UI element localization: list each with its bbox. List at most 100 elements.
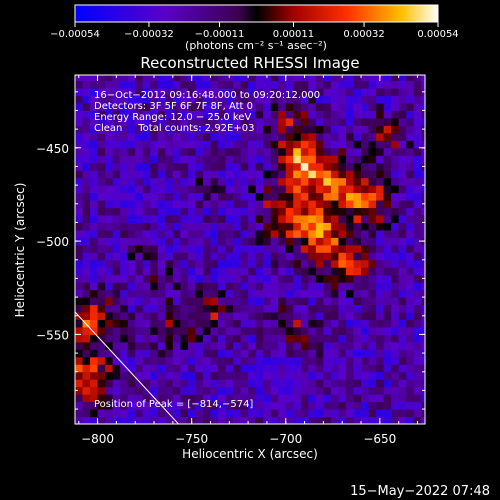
heatmap-cell [391,371,400,380]
heatmap-cell [187,386,196,395]
heatmap-cell [293,75,302,82]
heatmap-cell [172,185,181,194]
heatmap-cell [406,125,415,134]
heatmap-cell [90,185,99,194]
heatmap-cell [218,289,227,298]
heatmap-cell [361,125,370,134]
heatmap-cell [97,102,106,111]
heatmap-cell [376,214,385,223]
heatmap-cell [278,125,287,134]
heatmap-cell [240,155,249,164]
heatmap-cell [383,95,392,104]
heatmap-cell [97,88,106,97]
heatmap-cell [82,364,91,373]
heatmap-cell [248,207,257,216]
heatmap-cell [157,416,166,424]
heatmap-cell [210,170,219,179]
heatmap-cell [383,214,392,223]
heatmap-cell [150,386,159,395]
heatmap-cell [391,140,400,149]
heatmap-cell [361,274,370,283]
heatmap-cell [391,289,400,298]
heatmap-cell [413,75,422,82]
heatmap-cell [368,416,377,424]
heatmap-cell [240,200,249,209]
heatmap-cell [195,341,204,350]
heatmap-cell [195,304,204,313]
heatmap-cell [240,214,249,223]
heatmap-cell [270,349,279,358]
heatmap-cell [150,102,159,111]
heatmap-cell [338,252,347,261]
heatmap-cell [187,170,196,179]
heatmap-cell [90,304,99,313]
heatmap-cell [308,341,317,350]
heatmap-cell [75,162,84,171]
heatmap-cell [248,319,257,328]
heatmap-cell [127,312,136,320]
heatmap-cell [255,117,264,126]
heatmap-cell [225,416,234,424]
heatmap-cell [142,192,151,201]
heatmap-cell [82,289,91,298]
heatmap-cell [353,304,362,313]
heatmap-cell [278,207,287,216]
heatmap-cell [187,147,196,156]
heatmap-cell [142,386,151,395]
heatmap-cell [187,304,196,313]
heatmap-cell [142,371,151,380]
heatmap-cell [135,162,144,171]
heatmap-cell [300,132,309,141]
heatmap-cell [248,304,257,313]
heatmap-cell [368,267,377,276]
heatmap-cell [172,229,181,238]
colorbar-tick-label: −0.00054 [50,29,100,40]
heatmap-cell [345,416,354,424]
heatmap-cell [391,379,400,388]
heatmap-cell [180,282,189,291]
heatmap-cell [361,304,370,313]
heatmap-cell [75,394,84,403]
heatmap-cell [368,185,377,194]
heatmap-cell [202,117,211,126]
heatmap-cell [135,88,144,97]
heatmap-cell [353,95,362,104]
heatmap-cell [157,192,166,201]
heatmap-cell [127,147,136,156]
heatmap-cell [142,207,151,216]
heatmap-cell [345,409,354,418]
annotation-block: 16−Oct−2012 09:16:48.000 to 09:20:12.000… [94,90,320,134]
heatmap-cell [195,147,204,156]
heatmap-cell [172,200,181,209]
heatmap-cell [135,229,144,238]
heatmap-cell [383,185,392,194]
heatmap-cell [135,222,144,231]
heatmap-cell [263,341,272,350]
heatmap-cell [187,356,196,365]
heatmap-cell [308,185,317,194]
heatmap-cell [330,349,339,358]
heatmap-cell [330,371,339,380]
heatmap-cell [345,117,354,126]
heatmap-cell [180,401,189,410]
heatmap-cell [285,117,294,126]
heatmap-cell [233,207,242,216]
heatmap-cell [75,200,84,209]
heatmap-cell [90,416,99,424]
heatmap-cell [248,177,257,186]
heatmap-cell [345,356,354,365]
heatmap-cell [150,259,159,268]
heatmap-cell [263,259,272,268]
heatmap-cell [406,341,415,350]
heatmap-cell [150,237,159,246]
heatmap-cell [82,110,91,119]
heatmap-cell [180,289,189,298]
heatmap-cell [406,222,415,231]
heatmap-cell [255,252,264,261]
heatmap-cell [82,252,91,261]
heatmap-cell [195,319,204,328]
heatmap-cell [135,401,144,410]
heatmap-cell [195,229,204,238]
heatmap-cell [308,155,317,164]
